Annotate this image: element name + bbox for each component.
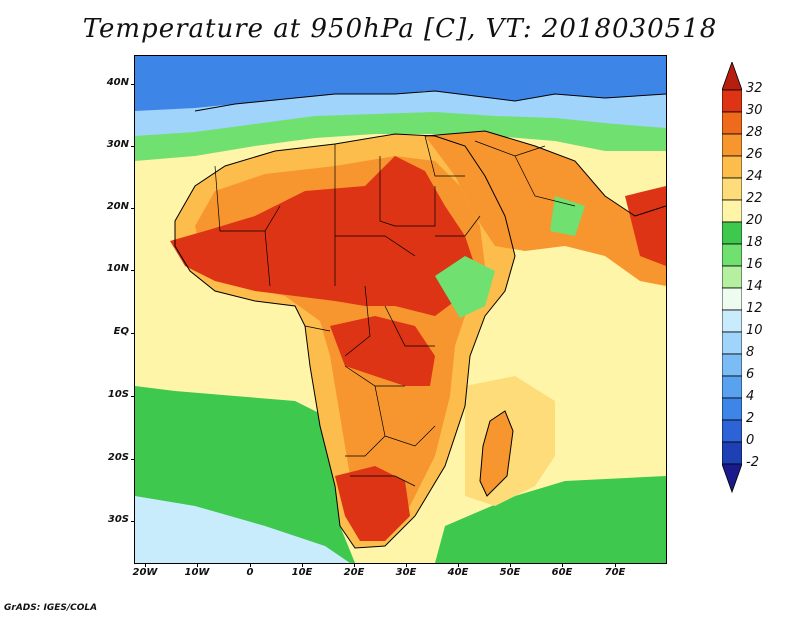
colorbar-box xyxy=(722,441,742,465)
temperature-map xyxy=(134,55,667,564)
latitude-label: 10S xyxy=(107,389,129,400)
colorbar-label: 22 xyxy=(746,191,763,206)
colorbar-label: 20 xyxy=(746,213,763,228)
longitude-tick xyxy=(250,563,251,567)
longitude-tick xyxy=(615,563,616,567)
map-title: Temperature at 950hPa [C], VT: 201803051… xyxy=(82,14,718,44)
india-hot-field xyxy=(625,186,666,266)
latitude-tick xyxy=(131,521,135,522)
grads-credit: GrADS: IGES/COLA xyxy=(4,603,98,613)
africa-coastline xyxy=(174,133,516,549)
latitude-label: EQ xyxy=(113,326,129,337)
temperature-map-svg xyxy=(135,56,666,563)
colorbar-box xyxy=(722,375,742,399)
colorbar-box xyxy=(722,155,742,179)
colorbar-label: -2 xyxy=(746,455,759,470)
colorbar-box xyxy=(722,111,742,135)
colorbar-label: 32 xyxy=(746,81,763,96)
latitude-tick xyxy=(131,84,135,85)
colorbar-bottom-triangle xyxy=(722,463,742,494)
longitude-tick xyxy=(510,563,511,567)
longitude-label: 10W xyxy=(184,567,210,578)
latitude-label: 40N xyxy=(106,77,129,88)
longitude-label: 10E xyxy=(291,567,313,578)
colorbar-top-triangle xyxy=(722,62,742,91)
longitude-tick xyxy=(406,563,407,567)
southern-africa-hot-field xyxy=(335,466,410,541)
colorbar-label: 26 xyxy=(746,147,763,162)
colorbar-label: 14 xyxy=(746,279,763,294)
madagascar-field xyxy=(480,411,513,496)
south-atlantic-cold-field xyxy=(135,496,350,563)
colorbar-box xyxy=(722,221,742,245)
colorbar-box xyxy=(722,243,742,267)
colorbar-box xyxy=(722,353,742,377)
latitude-tick xyxy=(131,396,135,397)
latitude-label: 10N xyxy=(106,263,129,274)
north-africa-mild-field xyxy=(135,112,666,161)
longitude-label: 0 xyxy=(246,567,254,578)
colorbar-box xyxy=(722,309,742,333)
longitude-label: 20W xyxy=(132,567,158,578)
arabia-warm-field xyxy=(425,131,666,286)
longitude-label: 50E xyxy=(499,567,521,578)
longitude-label: 40E xyxy=(447,567,469,578)
longitude-tick xyxy=(302,563,303,567)
longitude-label: 20E xyxy=(343,567,365,578)
colorbar-label: 18 xyxy=(746,235,763,250)
country-borders xyxy=(214,135,576,487)
south-indian-cool-field xyxy=(435,476,666,563)
longitude-label: 70E xyxy=(604,567,626,578)
longitude-label: 30E xyxy=(395,567,417,578)
latitude-tick xyxy=(131,270,135,271)
colorbar-label: 4 xyxy=(746,389,755,404)
colorbar-label: 10 xyxy=(746,323,763,338)
colorbar-box xyxy=(722,265,742,289)
colorbar-scale xyxy=(722,62,742,494)
colorbar-label: 0 xyxy=(746,433,755,448)
colorbar-label: 16 xyxy=(746,257,763,272)
latitude-label: 30N xyxy=(106,139,129,150)
latitude-label: 30S xyxy=(107,514,129,525)
latitude-label: 20N xyxy=(106,201,129,212)
arabian-sea-cool-patch xyxy=(550,196,585,236)
longitude-tick xyxy=(145,563,146,567)
colorbar-box xyxy=(722,419,742,443)
colorbar-label: 24 xyxy=(746,169,763,184)
latitude-tick xyxy=(131,333,135,334)
latitude-tick xyxy=(131,146,135,147)
longitude-tick xyxy=(458,563,459,567)
sahel-hot-field xyxy=(170,156,475,316)
madagascar-coastline xyxy=(479,410,514,497)
colorbar-box xyxy=(722,331,742,355)
central-africa-hot-field xyxy=(330,316,435,386)
colorbar-label: 30 xyxy=(746,103,763,118)
colorbar-box xyxy=(722,397,742,421)
latitude-tick xyxy=(131,208,135,209)
latitude-label: 20S xyxy=(107,452,129,463)
latitude-tick xyxy=(131,459,135,460)
colorbar-box xyxy=(722,199,742,223)
longitude-tick xyxy=(354,563,355,567)
colorbar-box xyxy=(722,89,742,113)
colorbar-label: 6 xyxy=(746,367,755,382)
colorbar-label: 8 xyxy=(746,345,755,360)
colorbar-label: 28 xyxy=(746,125,763,140)
arabia-coastline xyxy=(424,130,666,217)
colorbar-box xyxy=(722,133,742,157)
ethiopian-highland-field xyxy=(435,256,495,318)
colorbar-box xyxy=(722,287,742,311)
colorbar-label: 12 xyxy=(746,301,763,316)
colorbar-label: 2 xyxy=(746,411,755,426)
longitude-tick xyxy=(197,563,198,567)
europe-coastline xyxy=(194,90,666,112)
longitude-tick xyxy=(562,563,563,567)
colorbar-box xyxy=(722,177,742,201)
longitude-label: 60E xyxy=(551,567,573,578)
